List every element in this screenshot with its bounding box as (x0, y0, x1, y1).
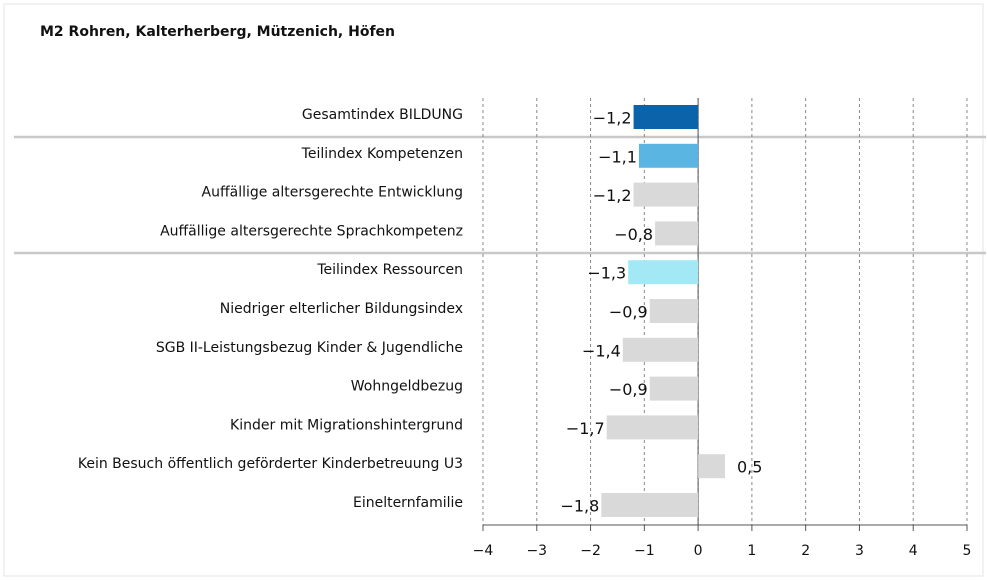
value-label: −1,3 (587, 264, 626, 283)
y-tick-label: Teilindex Ressourcen (316, 262, 463, 278)
value-label: −1,4 (582, 341, 621, 360)
x-tick-label: −2 (580, 543, 601, 559)
bar (622, 337, 699, 362)
y-tick-label: Gesamtindex BILDUNG (302, 107, 463, 123)
chart-frame (3, 3, 984, 577)
y-tick-label: Niedriger elterlicher Bildungsindex (220, 301, 463, 317)
x-tick-label: 1 (747, 543, 756, 559)
bar (649, 376, 699, 401)
bar (633, 182, 699, 207)
x-tick-label: 3 (855, 543, 864, 559)
bar (633, 105, 699, 129)
y-tick-label: SGB II-Leistungsbezug Kinder & Jugendlic… (156, 340, 463, 356)
value-label: 0,5 (737, 458, 762, 477)
x-tick-label: 2 (801, 543, 810, 559)
y-tick-label: Teilindex Kompetenzen (301, 146, 463, 162)
bar (638, 143, 699, 168)
y-tick-label: Kinder mit Migrationshintergrund (230, 417, 463, 433)
x-tick-label: −4 (473, 543, 494, 559)
bar (628, 260, 699, 285)
x-tick-label: −3 (526, 543, 547, 559)
value-label: −1,2 (593, 186, 632, 205)
value-label: −1,1 (598, 147, 637, 166)
x-tick-label: 4 (909, 543, 918, 559)
y-tick-label: Auffällige altersgerechte Sprachkompeten… (160, 223, 463, 239)
value-label: −1,8 (560, 497, 599, 516)
value-label: −1,7 (566, 419, 605, 438)
chart-title: M2 Rohren, Kalterherberg, Mützenich, Höf… (40, 24, 395, 40)
y-tick-label: Auffällige altersgerechte Entwicklung (202, 185, 463, 201)
x-tick-label: 0 (694, 543, 703, 559)
value-label: −0,8 (614, 225, 653, 244)
value-label: −0,9 (609, 380, 648, 399)
value-label: −1,2 (593, 109, 632, 128)
value-label: −0,9 (609, 303, 648, 322)
x-tick-label: 5 (963, 543, 972, 559)
y-tick-label: Einelternfamilie (353, 495, 463, 511)
y-tick-label: Wohngeldbezug (351, 379, 463, 395)
bar (606, 415, 699, 440)
bar (649, 299, 699, 323)
bar (698, 454, 725, 479)
bar (601, 493, 699, 517)
x-tick-label: −1 (634, 543, 655, 559)
y-tick-label: Kein Besuch öffentlich geförderter Kinde… (78, 456, 463, 472)
bar (655, 221, 699, 246)
